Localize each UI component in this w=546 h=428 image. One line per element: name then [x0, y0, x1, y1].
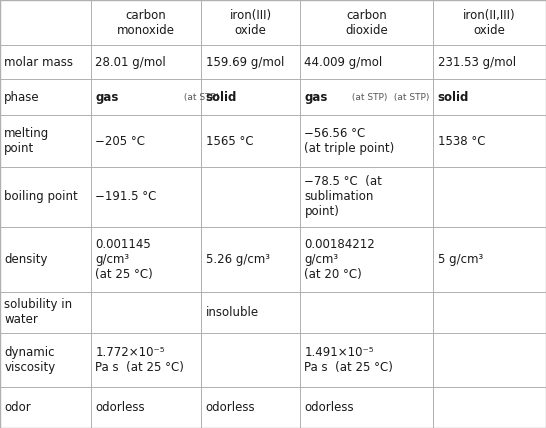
Text: carbon
monoxide: carbon monoxide [117, 9, 175, 36]
Text: (at STP): (at STP) [349, 92, 388, 101]
Text: gas: gas [95, 91, 118, 104]
Text: phase: phase [4, 91, 40, 104]
Text: (at STP): (at STP) [391, 92, 429, 101]
Text: 28.01 g/mol: 28.01 g/mol [95, 56, 166, 68]
Text: −191.5 °C: −191.5 °C [95, 190, 157, 203]
Text: solubility in
water: solubility in water [4, 298, 73, 326]
Text: −205 °C: −205 °C [95, 135, 145, 148]
Text: 231.53 g/mol: 231.53 g/mol [438, 56, 516, 68]
Text: dynamic
viscosity: dynamic viscosity [4, 346, 56, 374]
Text: odor: odor [4, 401, 31, 414]
Text: gas: gas [304, 91, 328, 104]
Text: boiling point: boiling point [4, 190, 78, 203]
Text: iron(III)
oxide: iron(III) oxide [229, 9, 272, 36]
Text: insoluble: insoluble [205, 306, 259, 319]
Text: 0.00184212
g/cm³
(at 20 °C): 0.00184212 g/cm³ (at 20 °C) [304, 238, 375, 281]
Text: melting
point: melting point [4, 127, 50, 155]
Text: 0.001145
g/cm³
(at 25 °C): 0.001145 g/cm³ (at 25 °C) [95, 238, 153, 281]
Text: 1565 °C: 1565 °C [205, 135, 253, 148]
Text: 1.491×10⁻⁵
Pa s  (at 25 °C): 1.491×10⁻⁵ Pa s (at 25 °C) [304, 346, 393, 374]
Text: density: density [4, 253, 48, 266]
Text: odorless: odorless [304, 401, 354, 414]
Text: 5 g/cm³: 5 g/cm³ [438, 253, 483, 266]
Text: carbon
dioxide: carbon dioxide [345, 9, 388, 36]
Text: odorless: odorless [205, 401, 255, 414]
Text: −56.56 °C
(at triple point): −56.56 °C (at triple point) [304, 127, 395, 155]
Text: solid: solid [438, 91, 469, 104]
Text: 44.009 g/mol: 44.009 g/mol [304, 56, 383, 68]
Text: iron(II,III)
oxide: iron(II,III) oxide [464, 9, 516, 36]
Text: odorless: odorless [95, 401, 145, 414]
Text: 5.26 g/cm³: 5.26 g/cm³ [205, 253, 270, 266]
Text: 159.69 g/mol: 159.69 g/mol [205, 56, 284, 68]
Text: solid: solid [205, 91, 237, 104]
Text: 1538 °C: 1538 °C [438, 135, 485, 148]
Text: −78.5 °C  (at
sublimation
point): −78.5 °C (at sublimation point) [304, 175, 382, 218]
Text: 1.772×10⁻⁵
Pa s  (at 25 °C): 1.772×10⁻⁵ Pa s (at 25 °C) [95, 346, 184, 374]
Text: (at STP): (at STP) [181, 92, 220, 101]
Text: molar mass: molar mass [4, 56, 73, 68]
